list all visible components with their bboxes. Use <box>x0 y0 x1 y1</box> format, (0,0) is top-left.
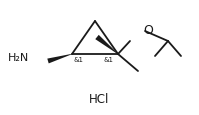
Text: H₂N: H₂N <box>8 53 29 62</box>
Polygon shape <box>47 54 72 64</box>
Polygon shape <box>95 36 118 55</box>
Text: &1: &1 <box>74 56 84 62</box>
Text: O: O <box>143 23 153 36</box>
Text: &1: &1 <box>103 56 113 62</box>
Text: HCl: HCl <box>89 93 109 106</box>
